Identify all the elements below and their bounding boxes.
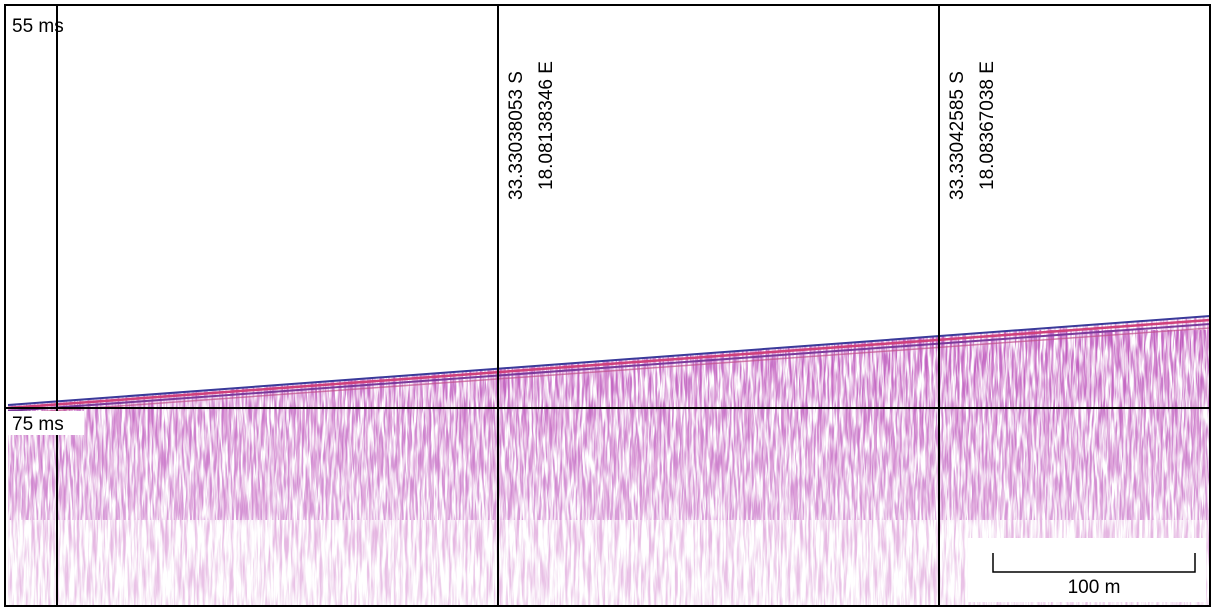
longitude: 18.08138346 E [536,61,557,190]
time-mark: 75 ms [12,414,64,435]
page: 55 ms 75 ms 33.33038053 S 18.08138346 E … [0,0,1212,608]
longitude: 18.08367038 E [977,61,998,190]
scale-bar: 100 m [968,538,1206,602]
scale-label: 100 m [1068,577,1121,598]
latitude: 33.33038053 S [506,71,527,200]
latitude: 33.33042585 S [947,71,968,200]
seismic-profile: 55 ms 75 ms 33.33038053 S 18.08138346 E … [0,0,1212,608]
time-mark: 55 ms [12,16,64,37]
